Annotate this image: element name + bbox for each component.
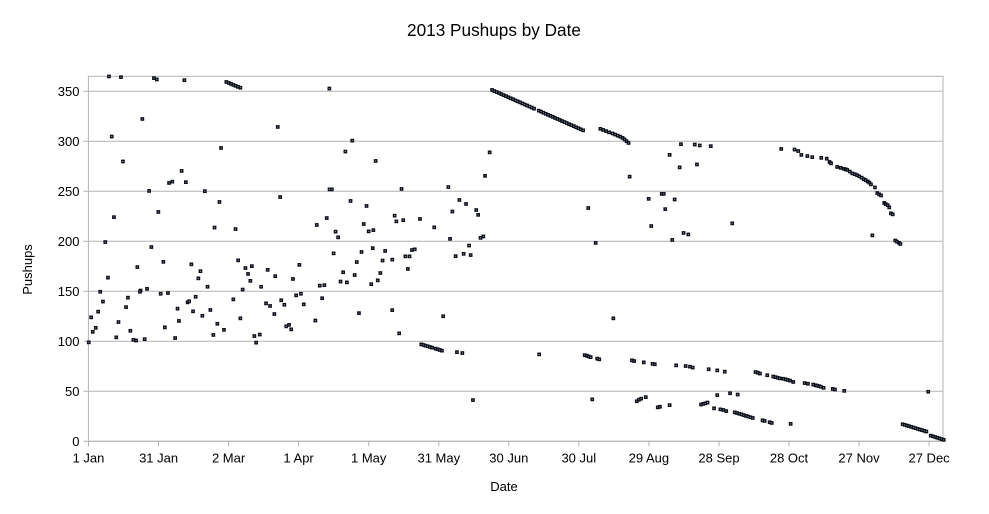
svg-text:0: 0 xyxy=(72,434,79,449)
svg-text:30 Jul: 30 Jul xyxy=(561,451,596,466)
svg-text:200: 200 xyxy=(58,234,80,249)
svg-text:250: 250 xyxy=(58,184,80,199)
svg-text:29 Aug: 29 Aug xyxy=(629,451,670,466)
svg-text:1 Apr: 1 Apr xyxy=(283,451,314,466)
svg-text:31 Jan: 31 Jan xyxy=(139,451,178,466)
svg-text:1 Jan: 1 Jan xyxy=(73,451,105,466)
svg-text:28 Sep: 28 Sep xyxy=(698,451,739,466)
svg-text:150: 150 xyxy=(58,284,80,299)
svg-text:Pushups: Pushups xyxy=(20,244,35,295)
svg-text:2013 Pushups by Date: 2013 Pushups by Date xyxy=(407,20,581,40)
svg-text:1 May: 1 May xyxy=(351,451,387,466)
svg-text:Date: Date xyxy=(490,479,517,494)
svg-text:28 Oct: 28 Oct xyxy=(770,451,809,466)
svg-text:300: 300 xyxy=(58,134,80,149)
svg-text:50: 50 xyxy=(65,384,79,399)
svg-text:27 Dec: 27 Dec xyxy=(908,451,950,466)
svg-text:100: 100 xyxy=(58,334,80,349)
svg-text:350: 350 xyxy=(58,84,80,99)
svg-text:31 May: 31 May xyxy=(417,451,460,466)
svg-text:30 Jun: 30 Jun xyxy=(489,451,528,466)
svg-text:2 Mar: 2 Mar xyxy=(212,451,246,466)
svg-text:27 Nov: 27 Nov xyxy=(838,451,880,466)
